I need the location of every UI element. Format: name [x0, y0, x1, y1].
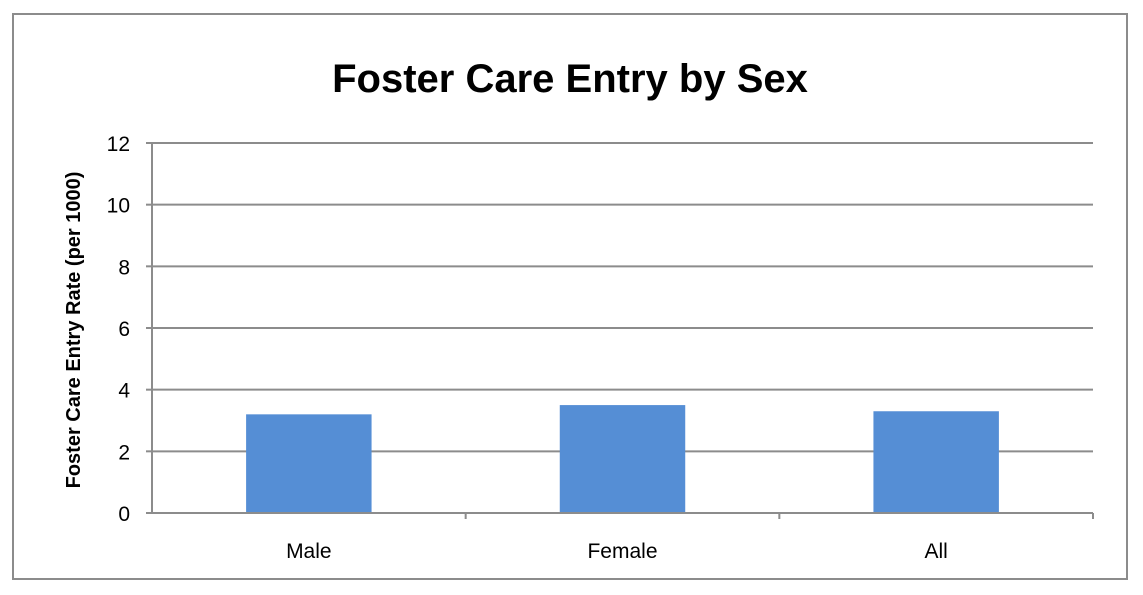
bars [246, 405, 999, 513]
category-label-female: Female [587, 540, 657, 563]
y-tick-label: 8 [118, 256, 130, 279]
y-tick-label: 10 [107, 195, 130, 218]
x-category-labels: Male Female All [286, 540, 948, 563]
y-tick-labels: 0 2 4 6 8 10 12 [107, 133, 131, 526]
bar-male [246, 414, 372, 513]
y-axis-label: Foster Care Entry Rate (per 1000) [63, 172, 85, 489]
bar-all [873, 411, 999, 513]
y-tick-label: 0 [118, 503, 130, 526]
chart-title: Foster Care Entry by Sex [332, 57, 808, 101]
y-tick-label: 12 [107, 133, 130, 156]
axes [146, 142, 1094, 519]
y-tick-label: 6 [118, 318, 130, 341]
bar-female [559, 405, 686, 513]
category-label-male: Male [286, 540, 332, 563]
category-label-all: All [924, 540, 947, 563]
y-tick-label: 2 [118, 441, 130, 464]
y-tick-label: 4 [118, 380, 130, 403]
